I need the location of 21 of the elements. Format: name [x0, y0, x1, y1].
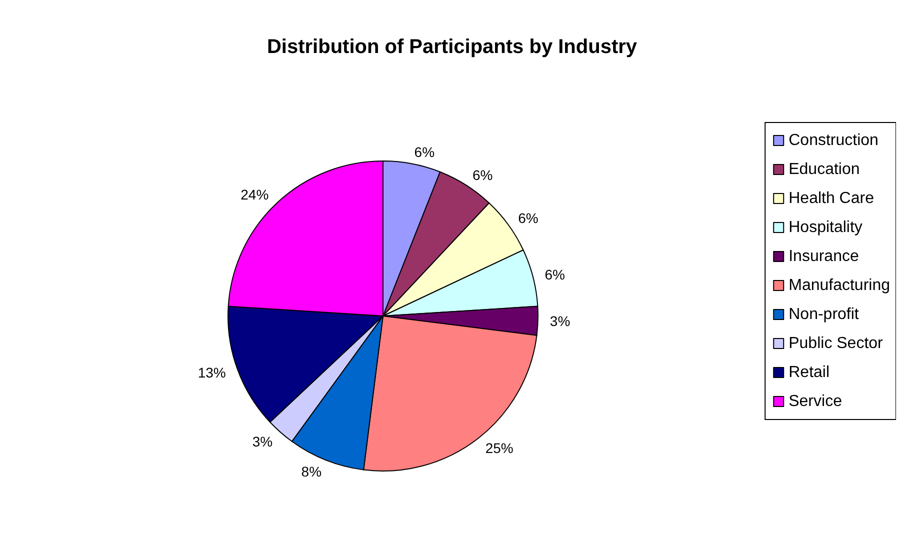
data-label: 6%: [518, 210, 538, 226]
data-label: 3%: [252, 433, 273, 450]
legend-label: Retail: [788, 364, 830, 381]
legend-label: Hospitality: [788, 219, 862, 236]
legend-label: Non-profit: [788, 306, 860, 323]
data-label: 25%: [485, 440, 514, 456]
data-label: 3%: [550, 313, 570, 330]
data-label: 8%: [301, 463, 322, 480]
data-label: 24%: [240, 186, 269, 202]
data-label: 13%: [198, 364, 226, 381]
legend-label: Construction: [788, 132, 878, 149]
legend-label: Service: [788, 393, 842, 410]
chart-title: Distribution of Participants by Industry: [266, 36, 638, 58]
data-label: 6%: [544, 266, 565, 282]
legend-label: Health Care: [788, 190, 874, 207]
legend-label: Public Sector: [788, 335, 884, 352]
legend-label: Education: [788, 161, 860, 178]
data-label: 6%: [472, 166, 493, 183]
legend-label: Insurance: [788, 248, 859, 265]
legend-label: Manufacturing: [788, 277, 890, 294]
data-label: 6%: [414, 144, 435, 160]
